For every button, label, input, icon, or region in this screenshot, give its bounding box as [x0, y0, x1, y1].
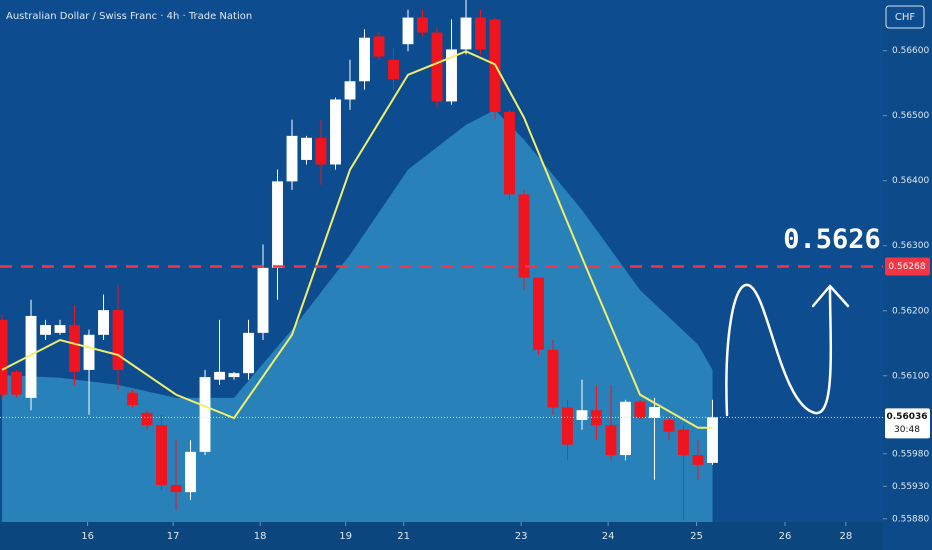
- candle-body: [214, 371, 225, 380]
- candle-body: [0, 319, 8, 395]
- candle-body: [40, 325, 51, 335]
- candle-body: [156, 425, 167, 485]
- y-tick-label: 0.55980: [892, 449, 929, 459]
- overlay-layer: 0.56268 0.5626 0.56036 30:48: [0, 224, 930, 439]
- candle-body: [344, 81, 356, 100]
- candle-body: [11, 371, 22, 395]
- grid-layer: 0.56600 0.56500 0.56400 0.56300 0.56200 0.561…: [81, 46, 929, 542]
- candle-body: [678, 429, 689, 456]
- x-tick-label: 16: [81, 531, 94, 542]
- hand-drawn-path: [725, 283, 833, 417]
- candle-body: [25, 315, 37, 398]
- candle-body: [54, 325, 66, 333]
- band-area: [2, 109, 713, 522]
- x-tick-label: 17: [167, 531, 180, 542]
- candle-body: [286, 135, 298, 182]
- chart-title: Australian Dollar / Swiss Franc · 4h · T…: [6, 11, 252, 22]
- y-tick-label: 0.56200: [892, 306, 929, 316]
- y-tick-label: 0.56400: [892, 176, 929, 186]
- candle-body: [388, 59, 399, 80]
- candle-body: [460, 17, 472, 50]
- last-price-box: [885, 408, 930, 439]
- x-tick-label: 26: [779, 531, 792, 542]
- candle-body: [98, 310, 109, 335]
- candle-body: [504, 111, 515, 195]
- candle-body: [605, 425, 617, 456]
- candle-body: [373, 36, 385, 57]
- candle-body: [649, 406, 660, 419]
- candle-body: [620, 401, 631, 456]
- currency-button[interactable]: [885, 5, 925, 29]
- x-tick-label: 21: [397, 531, 410, 542]
- y-tick-label: 0.56100: [892, 371, 929, 381]
- candle-body: [547, 349, 559, 408]
- candle-body: [330, 99, 341, 165]
- candle-body: [576, 410, 588, 420]
- x-tick-label: 18: [254, 531, 267, 542]
- x-tick-label: 25: [690, 531, 703, 542]
- candle-body: [199, 377, 211, 452]
- y-tick-label: 0.56300: [892, 241, 929, 251]
- countdown: 30:48: [894, 425, 920, 435]
- candle-layer: [0, 0, 718, 521]
- candle-body: [518, 194, 530, 278]
- y-tick-label: 0.55880: [892, 514, 929, 524]
- candle-body: [446, 49, 457, 102]
- level-label: 0.56268: [888, 262, 925, 272]
- band-layer: [2, 109, 713, 522]
- time-axis-strip: [0, 522, 883, 550]
- candle-body: [69, 325, 80, 372]
- candle-body: [170, 484, 182, 493]
- candle-body: [431, 32, 443, 102]
- candle-body: [417, 17, 428, 33]
- candle-body: [591, 410, 602, 426]
- candle-body: [359, 37, 370, 82]
- candle-body: [185, 451, 196, 493]
- candle-body: [402, 17, 414, 45]
- y-tick-label: 0.56600: [892, 46, 929, 56]
- candle-body: [707, 417, 718, 463]
- candle-body: [257, 267, 269, 333]
- candle-body: [533, 277, 544, 350]
- last-price-label: 0.56036: [887, 412, 928, 422]
- y-tick-label: 0.55930: [892, 482, 929, 492]
- candle-body: [228, 373, 240, 378]
- candle-body: [112, 310, 124, 370]
- moving-average: [1, 50, 713, 429]
- candle-body: [692, 455, 704, 465]
- candle-body: [243, 332, 254, 374]
- arrow-head: [811, 284, 850, 308]
- candle-body: [315, 137, 327, 165]
- x-tick-label: 24: [602, 531, 615, 542]
- candle-body: [634, 401, 646, 419]
- candle-body: [301, 137, 312, 160]
- x-tick-label: 28: [840, 531, 853, 542]
- level-annotation: 0.5626: [783, 224, 881, 255]
- x-tick-label: 23: [515, 531, 528, 542]
- candle-body: [272, 181, 283, 268]
- candle-body: [475, 17, 486, 50]
- candle-body: [83, 334, 95, 370]
- candle-body: [141, 412, 153, 426]
- level-label-box: [885, 257, 930, 276]
- candle-body: [663, 419, 675, 432]
- candle-body: [127, 392, 138, 406]
- y-tick-label: 0.56500: [892, 111, 929, 121]
- currency-button-label[interactable]: CHF: [895, 12, 916, 23]
- candle-body: [562, 407, 573, 445]
- x-tick-label: 19: [339, 531, 352, 542]
